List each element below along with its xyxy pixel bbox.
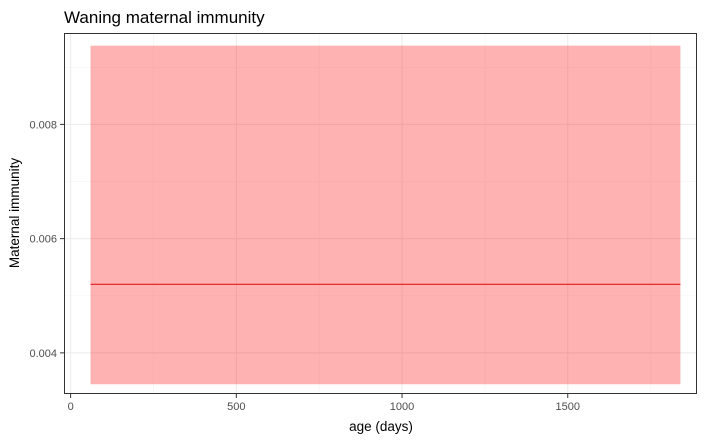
chart-title: Waning maternal immunity	[64, 8, 265, 27]
confidence-ribbons	[90, 45, 681, 385]
x-axis-ticks: 0 500 1000 1500	[68, 394, 580, 413]
grid-minor-lines	[64, 33, 697, 394]
x-tick-label: 1500	[556, 401, 580, 413]
panel-border	[64, 33, 697, 394]
confidence-ribbon	[90, 45, 681, 385]
plot-panel	[64, 33, 697, 394]
y-axis-ticks: 0.004 0.006 0.008	[29, 119, 64, 360]
x-tick-label: 0	[68, 401, 74, 413]
y-tick-label: 0.008	[29, 119, 57, 131]
x-tick-label: 500	[227, 401, 245, 413]
y-tick-label: 0.006	[29, 234, 57, 246]
x-axis-label: age (days)	[349, 419, 413, 434]
y-tick-label: 0.004	[29, 348, 57, 360]
panel-background	[64, 33, 697, 394]
grid-major-lines	[64, 33, 697, 394]
y-axis-label: Maternal immunity	[7, 158, 22, 269]
x-tick-label: 1000	[390, 401, 414, 413]
